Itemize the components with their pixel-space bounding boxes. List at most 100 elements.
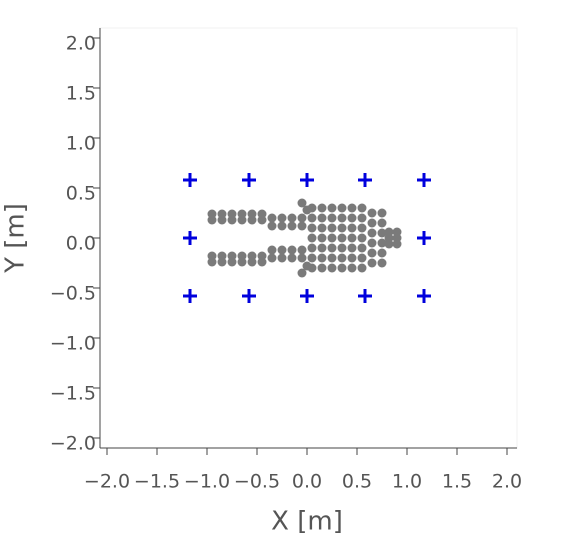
point bbox=[337, 263, 347, 273]
point bbox=[347, 203, 357, 213]
point bbox=[217, 215, 227, 225]
point bbox=[277, 221, 287, 231]
point bbox=[347, 243, 357, 253]
plus-marker bbox=[300, 173, 314, 187]
point bbox=[257, 215, 267, 225]
point bbox=[302, 205, 312, 215]
point bbox=[327, 263, 337, 273]
point bbox=[307, 253, 317, 263]
point bbox=[302, 261, 312, 271]
point bbox=[267, 213, 277, 223]
point bbox=[367, 228, 377, 238]
point bbox=[307, 213, 317, 223]
point bbox=[384, 239, 394, 249]
point bbox=[337, 233, 347, 243]
y-tick-label: 0.5 bbox=[66, 183, 96, 205]
point bbox=[377, 258, 387, 268]
point bbox=[287, 253, 297, 263]
point bbox=[307, 223, 317, 233]
point bbox=[237, 257, 247, 267]
point bbox=[297, 221, 307, 231]
y-tick-label: 1.5 bbox=[66, 83, 96, 105]
point bbox=[377, 238, 387, 248]
x-tick-label: −2.0 bbox=[84, 471, 130, 493]
point bbox=[327, 213, 337, 223]
point bbox=[217, 257, 227, 267]
y-tick-label: 0.0 bbox=[66, 233, 96, 255]
point bbox=[207, 215, 217, 225]
point bbox=[327, 203, 337, 213]
plus-marker bbox=[183, 173, 197, 187]
plus-marker bbox=[300, 289, 314, 303]
point bbox=[357, 203, 367, 213]
point bbox=[297, 213, 307, 223]
point bbox=[317, 253, 327, 263]
point bbox=[247, 257, 257, 267]
plus-marker bbox=[242, 289, 256, 303]
x-tick-label: −1.5 bbox=[134, 471, 180, 493]
point bbox=[297, 198, 307, 208]
point bbox=[327, 233, 337, 243]
point bbox=[287, 245, 297, 255]
point bbox=[377, 218, 387, 228]
point bbox=[277, 213, 287, 223]
point bbox=[337, 253, 347, 263]
point bbox=[297, 245, 307, 255]
point bbox=[267, 245, 277, 255]
plus-marker bbox=[183, 289, 197, 303]
point bbox=[227, 257, 237, 267]
point bbox=[367, 208, 377, 218]
point bbox=[327, 253, 337, 263]
point bbox=[367, 258, 377, 268]
point bbox=[377, 248, 387, 258]
x-tick-label: 1.5 bbox=[442, 471, 472, 493]
point bbox=[357, 263, 367, 273]
point bbox=[297, 268, 307, 278]
point bbox=[317, 213, 327, 223]
point bbox=[227, 215, 237, 225]
plus-marker bbox=[183, 231, 197, 245]
point bbox=[357, 233, 367, 243]
y-tick-label: 1.0 bbox=[66, 133, 96, 155]
x-tick-label: −1.0 bbox=[184, 471, 230, 493]
point bbox=[307, 243, 317, 253]
point bbox=[357, 213, 367, 223]
point bbox=[347, 233, 357, 243]
x-tick-label: −0.5 bbox=[234, 471, 280, 493]
point bbox=[327, 223, 337, 233]
point bbox=[307, 233, 317, 243]
y-tick-label: −1.0 bbox=[50, 333, 96, 355]
y-axis-title: Y [m] bbox=[1, 203, 31, 274]
x-tick-label: 0.0 bbox=[292, 471, 322, 493]
x-tick-label: 0.5 bbox=[342, 471, 372, 493]
plus-marker bbox=[358, 289, 372, 303]
point bbox=[337, 203, 347, 213]
point bbox=[392, 239, 402, 249]
point bbox=[327, 243, 337, 253]
point bbox=[367, 218, 377, 228]
plus-marker bbox=[417, 173, 431, 187]
point bbox=[317, 233, 327, 243]
y-tick-label: 2.0 bbox=[66, 33, 96, 55]
plus-marker bbox=[417, 289, 431, 303]
x-tick-label: 2.0 bbox=[492, 471, 522, 493]
plus-marker bbox=[417, 231, 431, 245]
point bbox=[357, 253, 367, 263]
point bbox=[317, 203, 327, 213]
point bbox=[347, 263, 357, 273]
point bbox=[377, 208, 387, 218]
x-axis-title: X [m] bbox=[271, 507, 343, 537]
y-tick-label: −1.5 bbox=[50, 383, 96, 405]
y-tick-label: −0.5 bbox=[50, 283, 96, 305]
point bbox=[347, 223, 357, 233]
point bbox=[357, 243, 367, 253]
point bbox=[337, 213, 347, 223]
point bbox=[367, 238, 377, 248]
point bbox=[347, 213, 357, 223]
point bbox=[287, 221, 297, 231]
point bbox=[297, 253, 307, 263]
x-tick-label: 1.0 bbox=[392, 471, 422, 493]
point bbox=[317, 243, 327, 253]
